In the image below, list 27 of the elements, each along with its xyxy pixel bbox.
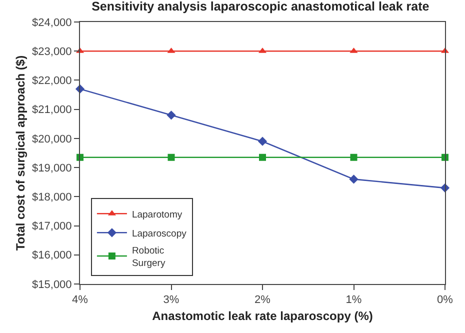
point — [166, 110, 176, 120]
y-tick-label: $23,000 — [32, 46, 72, 58]
y-tick-label: $19,000 — [32, 162, 72, 174]
y-axis-title: Total cost of surgical approach ($) — [13, 55, 28, 251]
legend-label: Robotic Surgery — [132, 246, 166, 269]
x-tick-label: 4% — [72, 294, 88, 306]
legend-label: Laparotomy — [132, 209, 182, 220]
x-tick-label: 0% — [437, 294, 454, 306]
point — [350, 154, 358, 161]
y-tick-label: $24,000 — [32, 16, 72, 29]
y-tick-label: $20,000 — [32, 133, 72, 146]
legend-label: Laparoscopy — [132, 228, 187, 240]
y-tick-label: $16,000 — [32, 250, 72, 262]
chart-title: Sensitivity analysis laparoscopic anastomotical leak rate — [92, 0, 430, 14]
y-tick-label: $18,000 — [32, 192, 72, 204]
point — [168, 154, 175, 161]
y-tick-label: $22,000 — [32, 75, 72, 88]
point — [349, 174, 358, 184]
y-tick-label: $15,000 — [32, 278, 72, 291]
x-tick-label: 1% — [346, 294, 362, 306]
y-tick-label: $21,000 — [32, 104, 72, 116]
x-tick-label: 3% — [163, 294, 180, 306]
point — [258, 136, 268, 146]
point — [259, 154, 266, 161]
x-tick-label: 2% — [254, 294, 271, 306]
y-tick-label: $17,000 — [32, 220, 72, 233]
x-axis-title: Anastomotic leak rate laparoscopy (%) — [152, 309, 373, 324]
